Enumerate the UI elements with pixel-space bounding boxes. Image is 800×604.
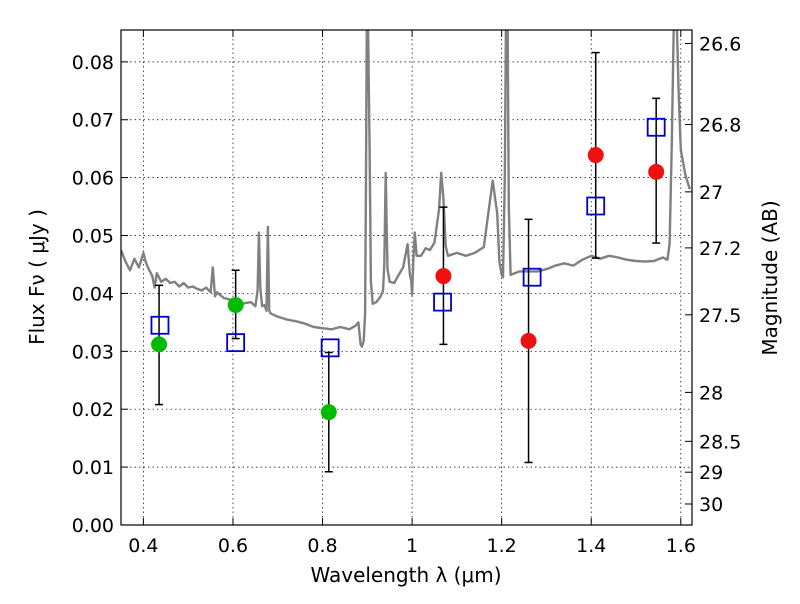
x-tick-label: 1.2: [487, 535, 517, 557]
y-tick-label: 0.00: [72, 515, 114, 537]
model-photometry-square: [226, 333, 246, 353]
y-tick-label: 0.07: [72, 110, 114, 132]
x-tick-label: 0.8: [307, 535, 337, 557]
model-photometry-square: [522, 267, 542, 287]
photometry-point: [320, 404, 337, 421]
ticks: 0.4 0.6 0.8 1 1.2 1.4 1.6 0.00 0.01 0.02 0.03 0.04 0…: [72, 30, 741, 557]
y2-tick-label: 27.5: [699, 305, 741, 327]
photometry-point: [435, 268, 452, 285]
x-tick-label: 0.6: [218, 535, 248, 557]
y2-tick-label: 27.2: [699, 238, 741, 260]
y2-tick-label: 26.8: [699, 114, 741, 136]
plot-frame: [120, 29, 693, 526]
y-tick-label: 0.06: [72, 168, 114, 190]
y2-tick-label: 28: [699, 382, 723, 404]
y2-tick-label: 26.6: [699, 33, 741, 55]
x-tick-label: 0.4: [128, 535, 158, 557]
y-tick-label: 0.01: [72, 457, 114, 479]
y2-tick-label: 30: [699, 494, 723, 516]
y-tick-label: 0.08: [72, 52, 114, 74]
marker-layer: [150, 51, 666, 473]
x-tick-label: 1.4: [576, 535, 606, 557]
x-tick-label: 1.6: [666, 535, 696, 557]
y2-tick-label: 27: [699, 182, 723, 204]
spectrum-layer: [121, 30, 691, 348]
y-axis-label: Flux Fν ( μJy ): [25, 209, 49, 345]
photometry-point: [227, 297, 244, 313]
y-tick-label: 0.05: [72, 226, 114, 248]
model-photometry-square: [646, 117, 666, 137]
photometry-point: [648, 163, 665, 180]
axis-labels: Wavelength λ (μm) Flux Fν ( μJy ) Magnit…: [25, 200, 782, 587]
grid: [121, 30, 692, 526]
y-tick-label: 0.03: [72, 341, 114, 363]
y2-tick-label: 29: [699, 462, 723, 484]
photometry-point: [520, 332, 537, 349]
model-photometry-square: [586, 196, 606, 216]
x-axis-label: Wavelength λ (μm): [310, 563, 501, 587]
y-tick-label: 0.04: [72, 283, 114, 305]
photometry-point: [151, 336, 168, 353]
model-photometry-square: [433, 292, 452, 312]
model-photometry-square: [320, 338, 340, 358]
model-photometry-square: [150, 315, 170, 335]
y2-axis-label: Magnitude (AB): [758, 200, 782, 355]
y-tick-label: 0.02: [72, 399, 114, 421]
y2-tick-label: 28.5: [699, 431, 741, 453]
x-tick-label: 1: [406, 535, 418, 557]
photometry-point: [587, 147, 604, 164]
spectrum-line: [121, 30, 691, 348]
